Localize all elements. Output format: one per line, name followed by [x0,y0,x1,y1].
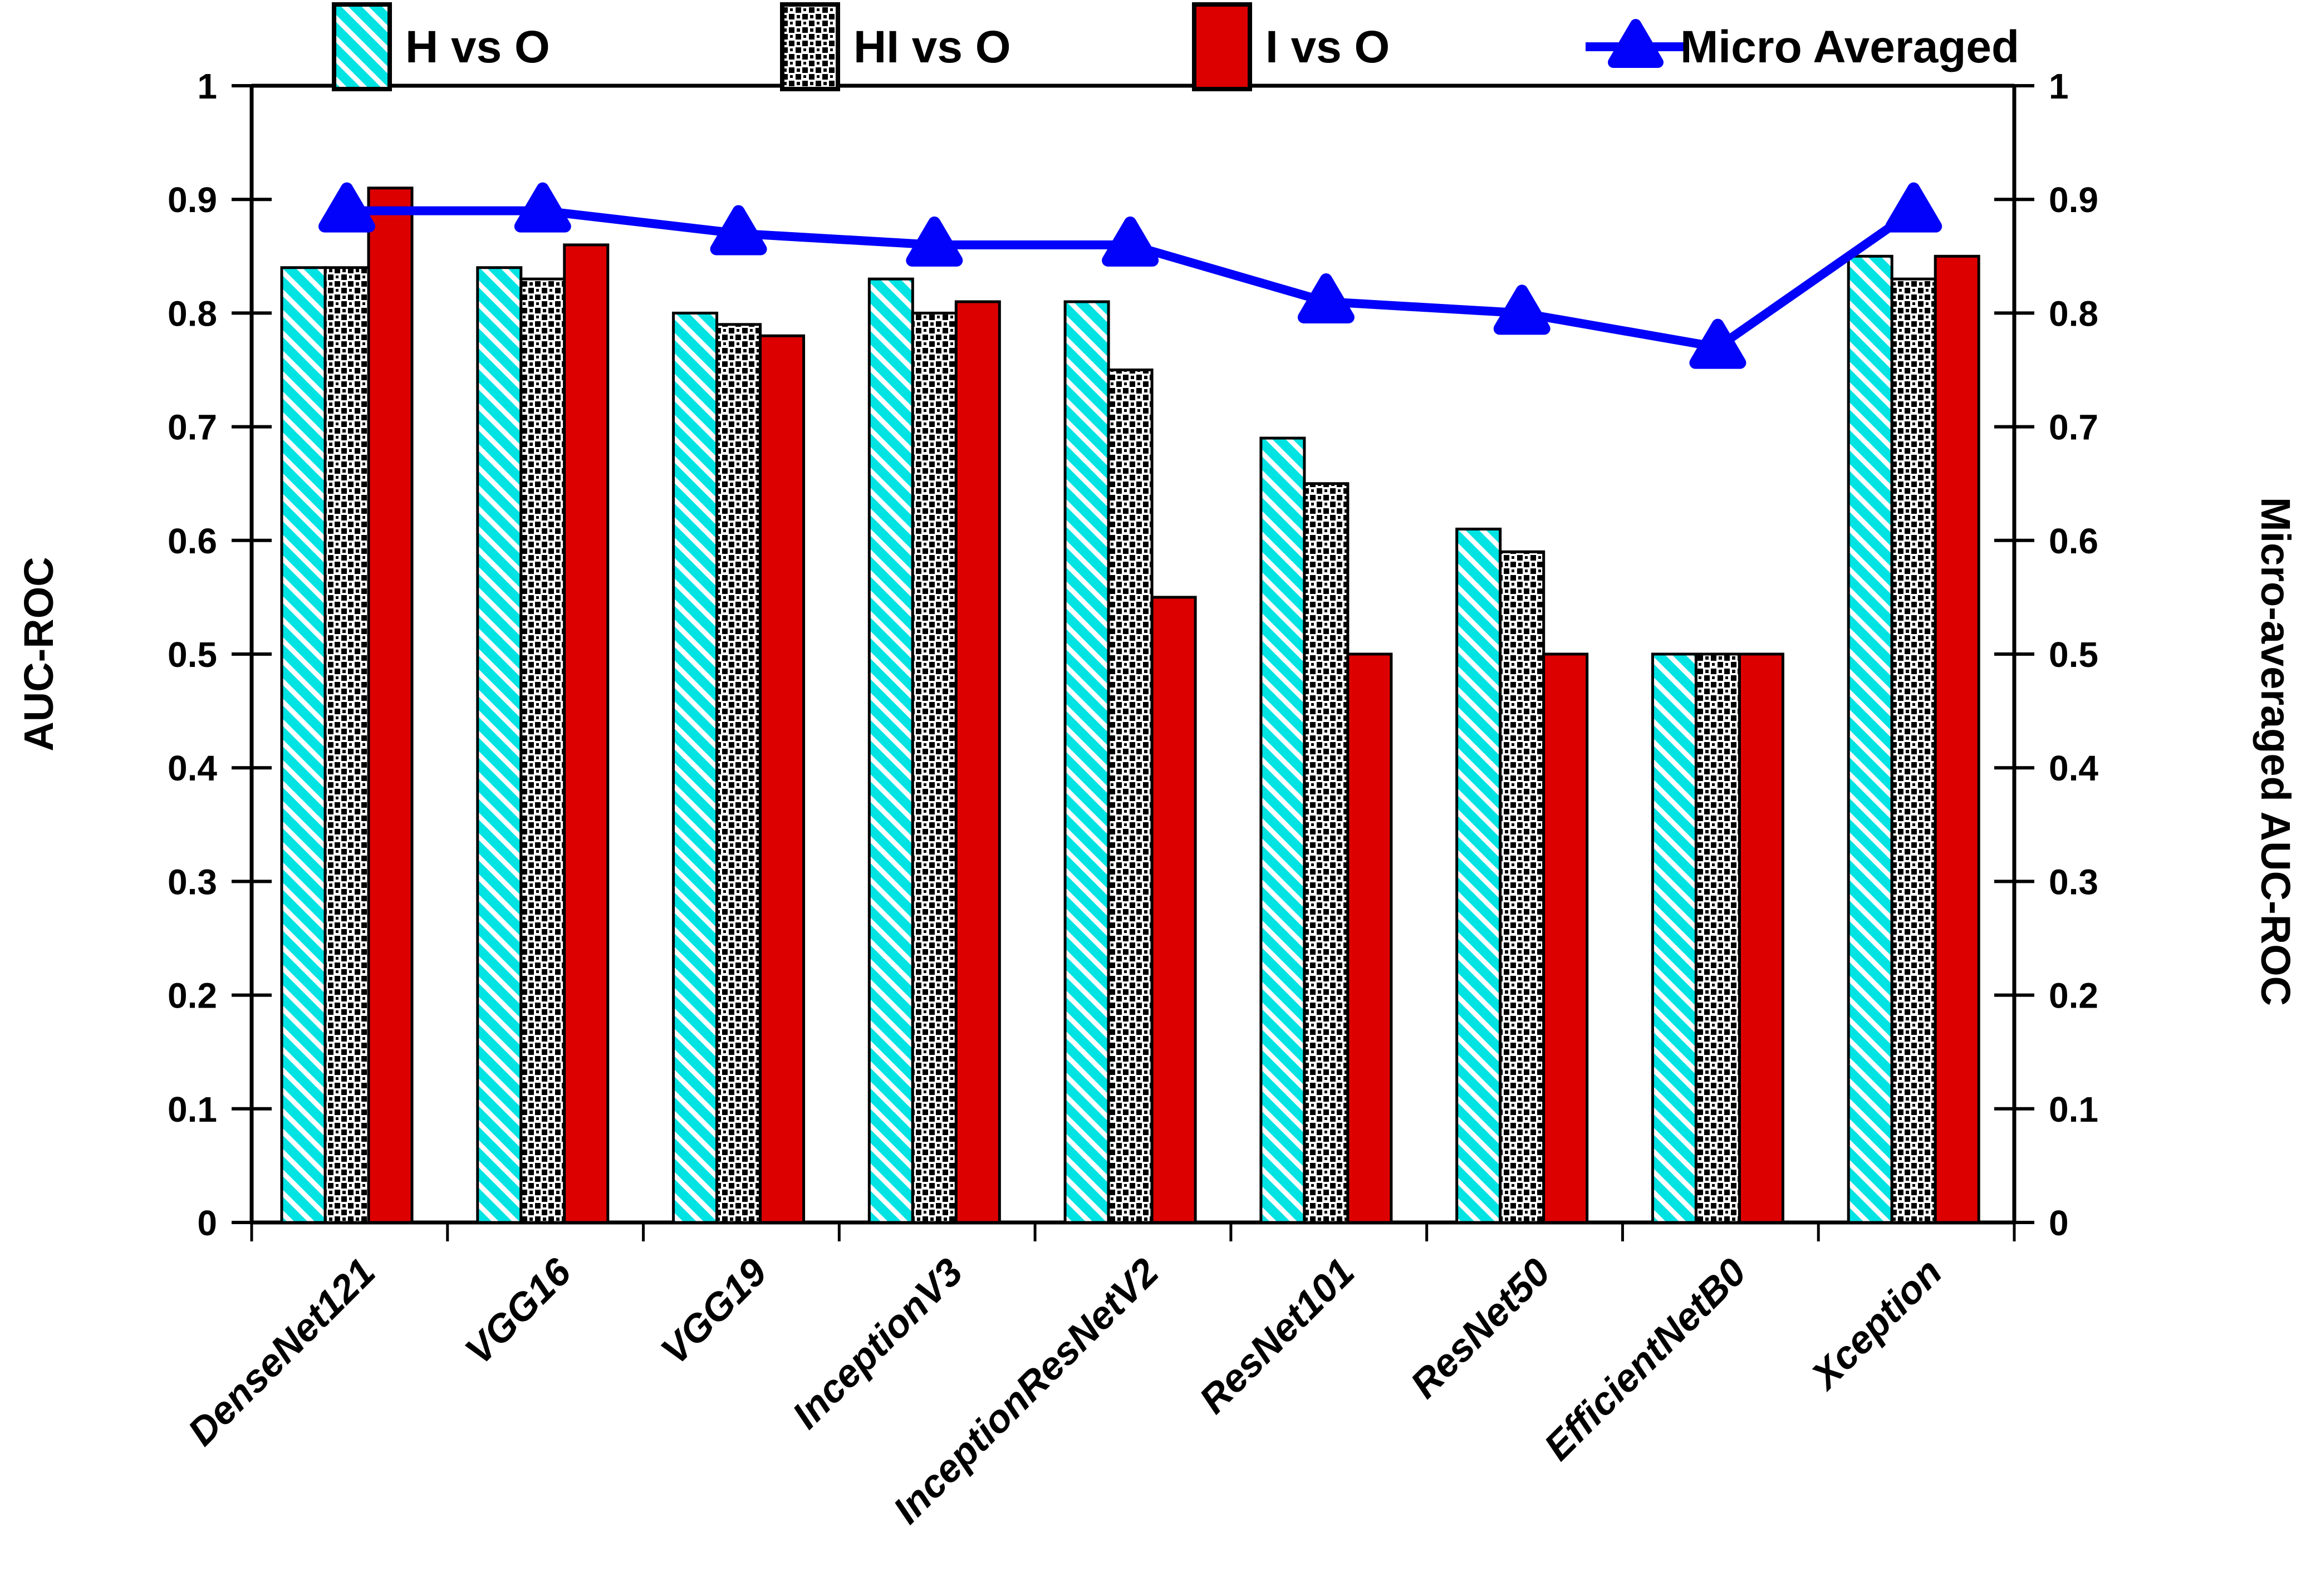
bar-h-vs-o-VGG19 [672,311,719,1224]
bar-h-vs-o-InceptionResNetV2 [1063,300,1110,1224]
bar-i-vs-o-Xception [1934,254,1980,1224]
bar-hi-vs-o-VGG16 [519,277,566,1224]
left-axis-tick-label: 0.1 [168,1089,217,1130]
bar-h-vs-o-InceptionV3 [867,277,914,1224]
bar-hi-vs-o-InceptionResNetV2 [1107,369,1154,1224]
bar-h-vs-o-ResNet101 [1259,436,1306,1224]
x-axis-category-label: DenseNet121 [180,1250,384,1453]
left-axis-tick-label: 0.8 [168,293,217,333]
bar-h-vs-o-ResNet50 [1455,527,1502,1224]
legend-swatch-red-solid [1192,2,1252,91]
left-axis-tick-label: 1 [197,66,217,106]
left-axis-title: AUC-ROC [16,557,62,751]
x-axis-category-label: VGG16 [457,1250,580,1373]
triangle-marker-ResNet50 [1493,284,1551,335]
triangle-marker-Xception [1885,182,1942,233]
bar-i-vs-o-InceptionV3 [954,300,1001,1224]
right-axis-tick-label: 0.2 [2049,976,2098,1016]
triangle-marker-ResNet101 [1297,273,1355,323]
bar-i-vs-o-VGG16 [563,243,610,1224]
bar-i-vs-o-DenseNet121 [367,186,414,1224]
bar-h-vs-o-EfficientNetB0 [1651,652,1697,1224]
legend-triangle-marker-icon [1608,19,1664,68]
left-axis-tick-label: 0.7 [168,407,217,448]
bar-hi-vs-o-ResNet50 [1499,550,1545,1224]
x-axis-category-label: ResNet101 [1191,1250,1362,1421]
bar-i-vs-o-EfficientNetB0 [1738,652,1784,1224]
x-axis-category-label: EfficientNetB0 [1535,1250,1754,1469]
bar-hi-vs-o-VGG19 [715,323,762,1224]
legend: H vs O HI vs O I vs O Micro Averaged [332,2,2019,91]
bar-hi-vs-o-InceptionV3 [911,311,958,1224]
bar-hi-vs-o-EfficientNetB0 [1694,652,1741,1224]
legend-label: HI vs O [853,22,1011,72]
right-axis-tick-label: 0.9 [2049,180,2098,220]
micro-averaged-line [318,182,1942,369]
bar-i-vs-o-VGG19 [759,334,806,1224]
left-axis-tick-label: 0.6 [168,521,217,561]
left-axis-tick-label: 0 [197,1203,217,1243]
right-axis-title: Micro-averaged AUC-ROC [2253,497,2299,1006]
right-axis-tick-label: 0.1 [2049,1089,2098,1130]
triangle-marker-EfficientNetB0 [1689,318,1746,369]
legend-label: H vs O [405,22,550,72]
left-axis-tick-label: 0.9 [168,180,217,220]
legend-label: I vs O [1265,22,1390,72]
right-axis-tick-label: 0.7 [2049,407,2098,448]
bar-h-vs-o-Xception [1847,254,1893,1224]
right-axis-tick-label: 1 [2049,66,2069,106]
triangle-marker-VGG16 [514,182,571,233]
left-axis-tick-label: 0.4 [168,748,217,788]
bar-i-vs-o-ResNet50 [1542,652,1589,1224]
right-axis-tick-label: 0.5 [2049,635,2098,675]
x-axis-category-label: InceptionV3 [784,1250,971,1437]
bar-hi-vs-o-DenseNet121 [323,266,370,1224]
bar-i-vs-o-InceptionResNetV2 [1150,596,1197,1224]
right-axis-tick-label: 0.6 [2049,521,2098,561]
right-axis-tick-label: 0.4 [2049,748,2098,788]
triangle-marker-InceptionV3 [906,216,963,267]
bar-h-vs-o-DenseNet121 [280,266,327,1224]
right-axis-tick-label: 0.3 [2049,862,2098,902]
x-axis-category-label: ResNet50 [1402,1250,1558,1406]
left-axis-tick-label: 0.2 [168,976,217,1016]
x-axis-category-label: Xception [1802,1250,1950,1398]
bar-series [280,186,1980,1224]
triangle-marker-InceptionResNetV2 [1102,216,1159,267]
left-axis-tick-label: 0.5 [168,635,217,675]
left-axis-tick-label: 0.3 [168,862,217,902]
legend-swatch-black-dots [780,2,840,91]
triangle-marker-DenseNet121 [318,182,375,233]
bar-hi-vs-o-ResNet101 [1303,482,1350,1224]
legend-label: Micro Averaged [1680,22,2019,72]
triangle-marker-VGG19 [710,205,767,256]
legend-swatch-cyan-hatch [332,2,392,91]
right-axis-tick-label: 0.8 [2049,293,2098,333]
bar-hi-vs-o-Xception [1890,277,1937,1224]
bar-i-vs-o-ResNet101 [1346,652,1393,1224]
right-axis-tick-label: 0 [2049,1203,2069,1243]
x-axis-category-label: VGG19 [652,1250,775,1372]
bar-h-vs-o-VGG16 [476,266,523,1224]
